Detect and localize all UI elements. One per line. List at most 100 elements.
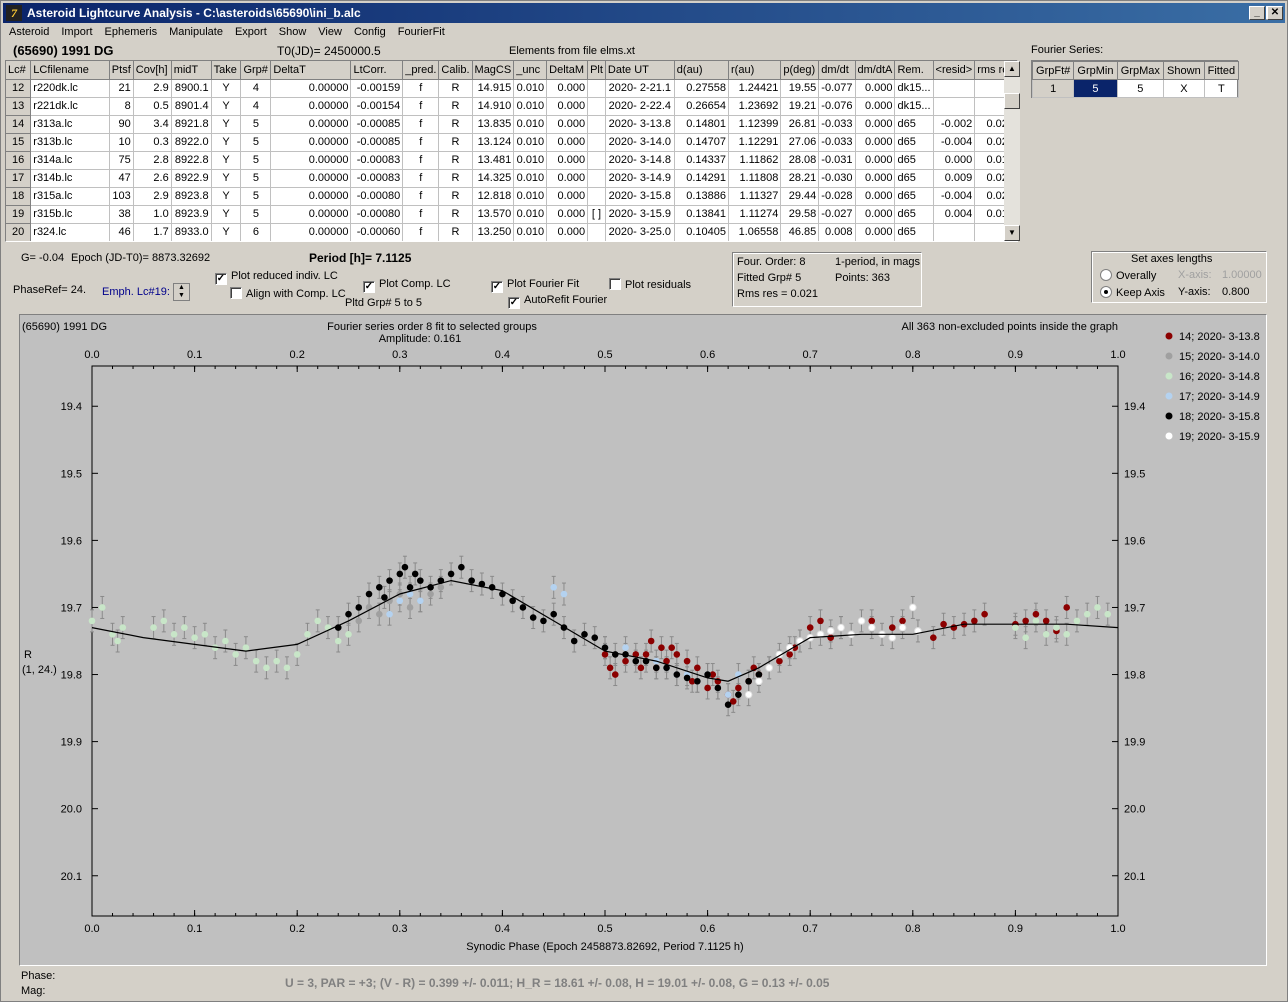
table-cell[interactable]: d65 [894, 115, 934, 134]
table-cell[interactable]: 46.85 [780, 223, 820, 241]
table-cell[interactable]: 8900.1 [171, 79, 212, 98]
table-cell[interactable]: -0.004 [933, 133, 976, 152]
plot-comp-checkbox[interactable]: ✓ Plot Comp. LC [363, 278, 451, 293]
table-cell[interactable]: R [438, 79, 473, 98]
col-header[interactable]: _pred. [402, 61, 440, 80]
table-cell[interactable]: dk15... [894, 97, 934, 116]
table-cell[interactable]: 75 [109, 151, 134, 170]
table-cell[interactable]: 0.000 [546, 133, 589, 152]
table-cell[interactable]: r315a.lc [30, 187, 110, 206]
table-cell[interactable]: 5 [240, 187, 272, 206]
scroll-thumb[interactable] [1004, 93, 1020, 109]
table-cell[interactable]: 0.26654 [674, 97, 730, 116]
menu-export[interactable]: Export [234, 26, 267, 38]
plot-fourier-checkbox[interactable]: ✓ Plot Fourier Fit [491, 278, 580, 293]
table-cell[interactable]: 0.14291 [674, 169, 730, 188]
table-cell[interactable]: 5 [240, 115, 272, 134]
lightcurve-plot[interactable]: (65690) 1991 DG Fourier series order 8 fi… [19, 314, 1267, 966]
table-cell[interactable]: 0.000 [546, 223, 589, 241]
cell-grpmax[interactable]: 5 [1116, 79, 1165, 98]
table-cell[interactable]: 0.000 [855, 79, 896, 98]
table-cell[interactable]: d65 [894, 151, 934, 170]
table-cell[interactable]: 0.00000 [270, 205, 352, 224]
table-cell[interactable]: 0.010 [513, 205, 548, 224]
table-cell[interactable]: -0.030 [818, 169, 856, 188]
col-header[interactable]: Ptsf [109, 61, 134, 80]
table-cell[interactable]: 0.14801 [674, 115, 730, 134]
table-cell[interactable]: 1.7 [133, 223, 172, 241]
table-cell[interactable]: 28.21 [780, 169, 820, 188]
menu-fourierfit[interactable]: FourierFit [397, 26, 445, 38]
table-cell[interactable]: 103 [109, 187, 134, 206]
table-cell[interactable]: 13.250 [472, 223, 515, 241]
table-row[interactable]: 14 r313a.lc 90 3.4 8921.8 Y 5 0.00000 -0.00085 f R… [6, 115, 1017, 134]
table-cell[interactable]: 4 [240, 79, 272, 98]
table-cell[interactable]: Y [211, 97, 242, 116]
menu-ephemeris[interactable]: Ephemeris [104, 26, 158, 38]
col-header[interactable]: _unc [513, 61, 548, 80]
scroll-down-icon[interactable]: ▼ [1004, 225, 1020, 241]
table-cell[interactable]: d65 [894, 187, 934, 206]
table-cell[interactable]: 2020- 3-14.0 [605, 133, 675, 152]
table-cell[interactable]: Y [211, 187, 242, 206]
table-cell[interactable]: dk15... [894, 79, 934, 98]
table-cell[interactable]: 15 [6, 133, 32, 152]
table-cell[interactable]: 13.124 [472, 133, 515, 152]
align-comp-checkbox[interactable]: Align with Comp. LC [230, 287, 346, 300]
table-cell[interactable]: f [402, 223, 440, 241]
table-cell[interactable]: -0.00085 [350, 133, 404, 152]
table-cell[interactable]: R [438, 205, 473, 224]
table-cell[interactable] [933, 97, 976, 116]
table-cell[interactable]: 0.000 [855, 97, 896, 116]
table-cell[interactable]: 20 [6, 223, 32, 241]
table-cell[interactable]: 13.481 [472, 151, 515, 170]
menu-manipulate[interactable]: Manipulate [169, 26, 223, 38]
col-header[interactable]: DeltaT [270, 61, 352, 80]
table-cell[interactable]: 5 [240, 169, 272, 188]
table-cell[interactable]: 19.55 [780, 79, 820, 98]
table-cell[interactable]: 0.004 [933, 205, 976, 224]
table-cell[interactable]: r221dk.lc [30, 97, 110, 116]
table-cell[interactable]: f [402, 97, 440, 116]
table-cell[interactable]: 16 [6, 151, 32, 170]
table-cell[interactable]: -0.031 [818, 151, 856, 170]
table-cell[interactable]: -0.00085 [350, 115, 404, 134]
cell-grpmin[interactable]: 5 [1073, 79, 1118, 98]
menu-config[interactable]: Config [353, 26, 386, 38]
table-cell[interactable]: 14.325 [472, 169, 515, 188]
col-header[interactable]: LtCorr. [350, 61, 404, 80]
table-cell[interactable]: -0.00060 [350, 223, 404, 241]
table-cell[interactable]: R [438, 187, 473, 206]
table-row[interactable]: 17 r314b.lc 47 2.6 8922.9 Y 5 0.00000 -0.00083 f R… [6, 169, 1017, 188]
table-cell[interactable]: -0.004 [933, 187, 976, 206]
table-cell[interactable]: 2020- 3-14.9 [605, 169, 675, 188]
table-cell[interactable]: 2.8 [133, 151, 172, 170]
table-cell[interactable]: f [402, 169, 440, 188]
table-cell[interactable]: 46 [109, 223, 134, 241]
table-cell[interactable] [933, 79, 976, 98]
table-cell[interactable]: 5 [240, 133, 272, 152]
minimize-button[interactable]: _ [1249, 6, 1265, 20]
autorefit-checkbox[interactable]: ✓ AutoRefit Fourier [508, 294, 608, 309]
table-cell[interactable]: 8922.0 [171, 133, 212, 152]
table-cell[interactable]: r314b.lc [30, 169, 110, 188]
table-cell[interactable]: f [402, 187, 440, 206]
menu-import[interactable]: Import [61, 26, 93, 38]
table-cell[interactable]: 0.000 [546, 169, 589, 188]
table-row[interactable]: 12 r220dk.lc 21 2.9 8900.1 Y 4 0.00000 -0.00159 f… [6, 79, 1017, 98]
table-cell[interactable]: 12.818 [472, 187, 515, 206]
table-cell[interactable]: 0.00000 [270, 79, 352, 98]
table-cell[interactable]: 2020- 2-22.4 [605, 97, 675, 116]
table-cell[interactable]: -0.028 [818, 187, 856, 206]
table-cell[interactable]: 0.000 [546, 205, 589, 224]
table-cell[interactable]: 1.12399 [728, 115, 782, 134]
table-cell[interactable]: Y [211, 169, 242, 188]
table-cell[interactable]: 1.11862 [728, 151, 782, 170]
table-cell[interactable]: r314a.lc [30, 151, 110, 170]
table-cell[interactable]: 14 [6, 115, 32, 134]
cell-grpft[interactable]: 1 [1031, 79, 1075, 98]
table-cell[interactable]: 47 [109, 169, 134, 188]
table-cell[interactable] [587, 79, 606, 98]
table-cell[interactable] [587, 151, 606, 170]
table-cell[interactable]: 8923.8 [171, 187, 212, 206]
